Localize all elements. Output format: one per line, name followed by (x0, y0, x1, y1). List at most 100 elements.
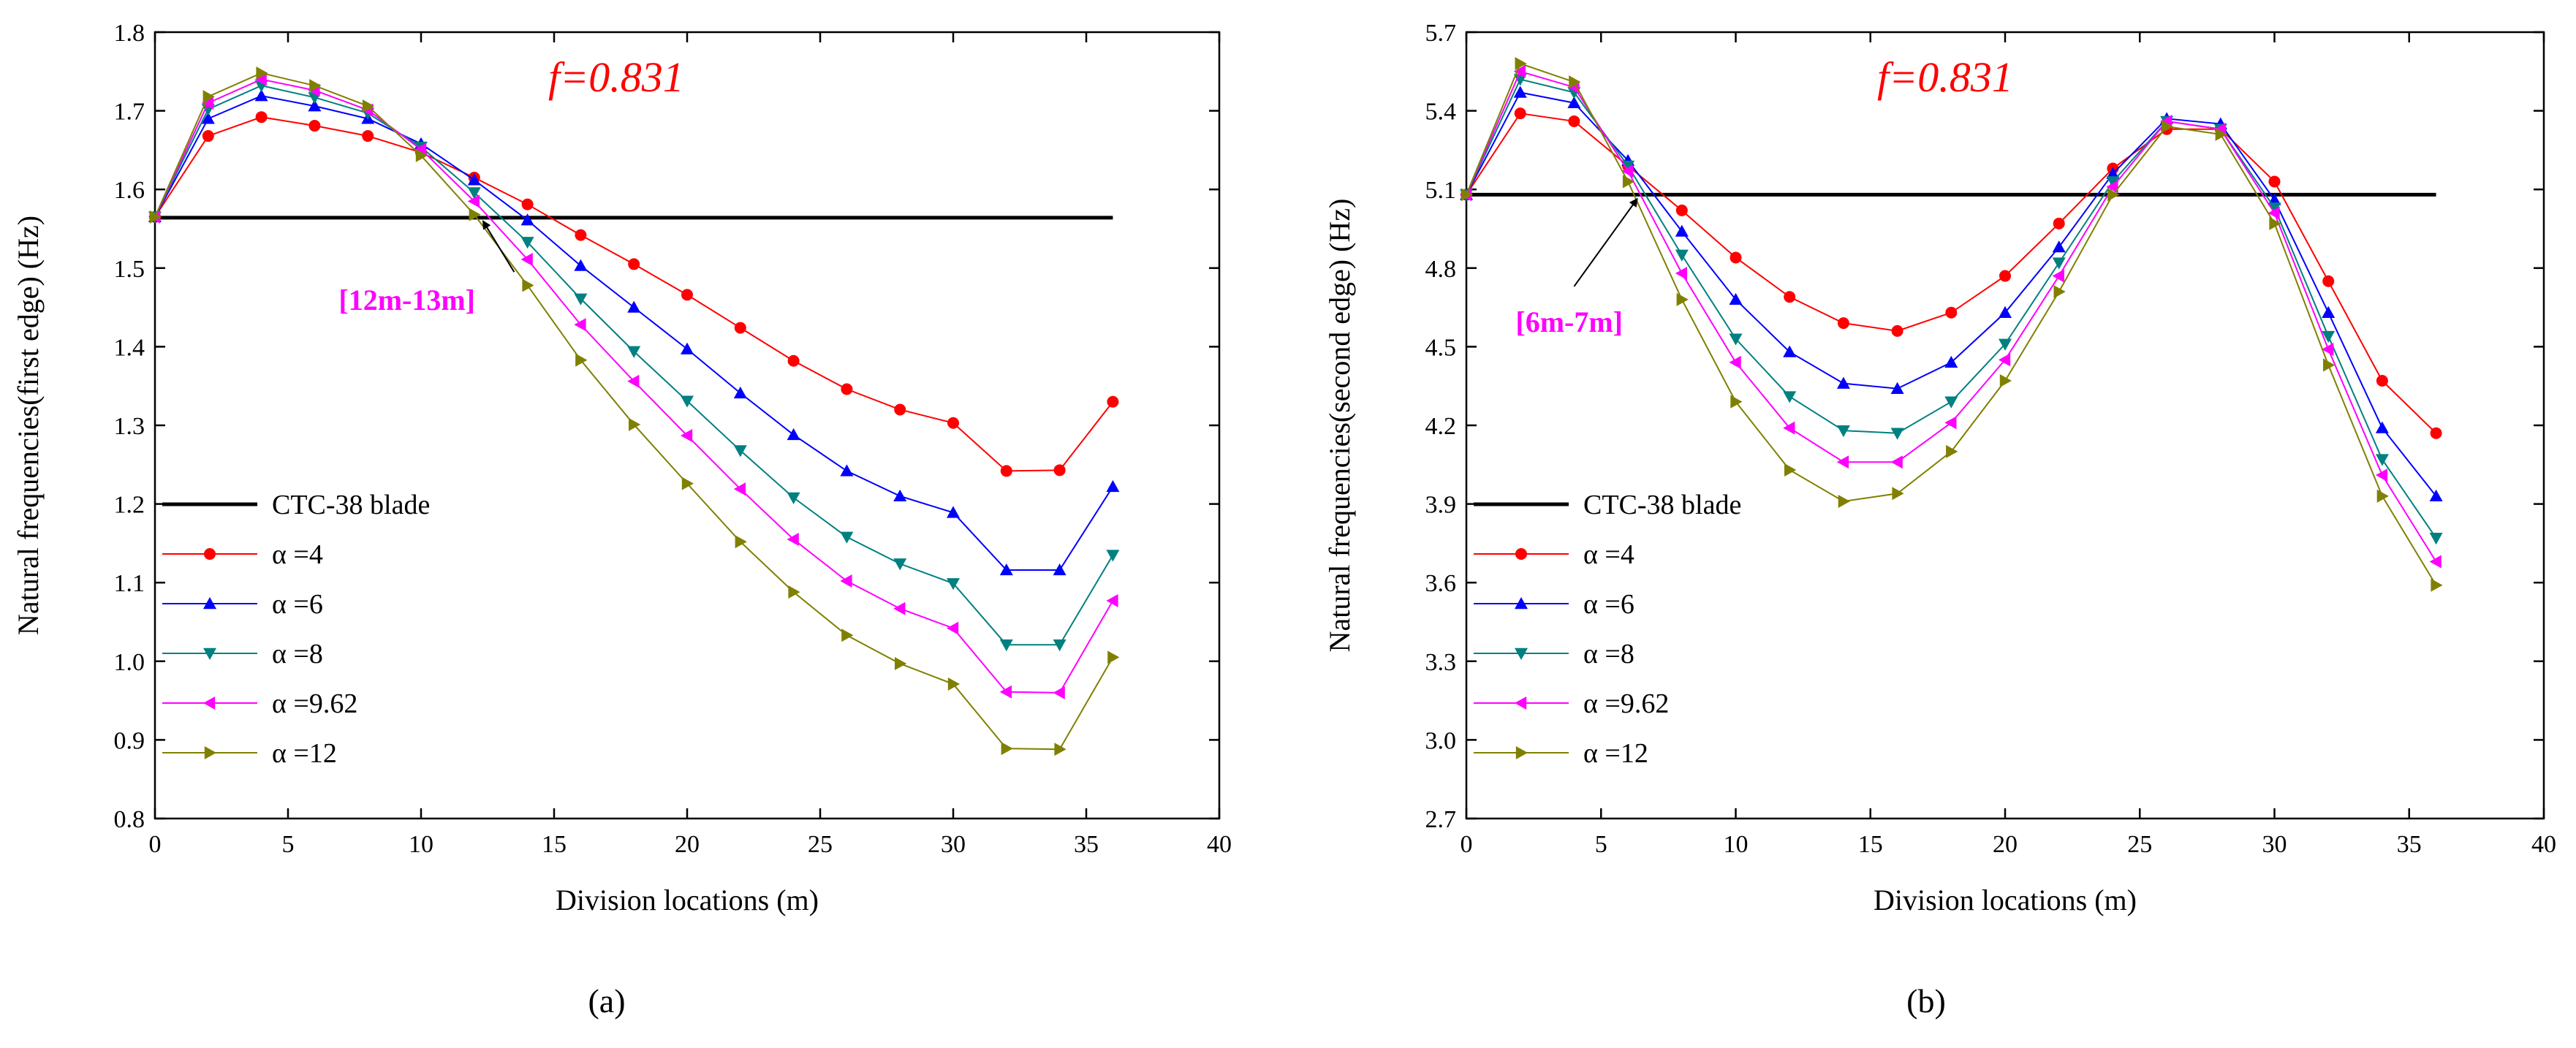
data-point-4 (469, 208, 481, 221)
data-point-2 (893, 558, 907, 571)
data-point-4 (735, 535, 747, 549)
data-point-1 (1053, 563, 1067, 576)
data-point-3 (1944, 416, 1957, 430)
panel-label-b: (b) (1906, 982, 1946, 1019)
data-point-0 (202, 130, 214, 143)
data-point-3 (2322, 342, 2334, 356)
legend-marker (1515, 597, 1528, 610)
arrow-a (482, 220, 515, 273)
data-point-4 (629, 417, 641, 431)
data-point-1 (627, 300, 641, 313)
data-point-3 (947, 621, 959, 635)
data-point-0 (575, 229, 587, 241)
legend-label: α =12 (1583, 738, 1648, 769)
data-point-1 (893, 489, 907, 502)
data-point-3 (1513, 64, 1526, 78)
data-point-1 (1836, 376, 1850, 389)
data-point-1 (254, 89, 268, 102)
y-tick-label: 2.7 (1425, 806, 1457, 833)
data-point-0 (681, 289, 693, 301)
data-point-4 (2376, 489, 2389, 503)
data-point-4 (681, 476, 694, 490)
data-point-3 (627, 374, 640, 388)
data-point-2 (1053, 639, 1067, 652)
series-line-0 (1466, 113, 2437, 434)
data-point-3 (1675, 266, 1687, 280)
x-axis-label-a: Division locations (m) (556, 884, 819, 916)
legend-item-4: α =12 (162, 738, 337, 769)
data-point-0 (521, 198, 534, 210)
y-ticks-b: 2.7 3.0 3.3 3.6 3.9 4.2 4.5 4.8 5.1 5.4 5.7 (1425, 20, 2544, 833)
x-tick-label: 10 (409, 831, 433, 858)
legend-label: α =9.62 (1583, 688, 1669, 719)
legend-label: α =4 (272, 539, 323, 570)
legend-item-reference: CTC-38 blade (162, 490, 430, 520)
data-point-1 (681, 342, 694, 354)
data-point-2 (1890, 428, 1904, 440)
data-point-2 (947, 578, 960, 591)
data-point-0 (2322, 275, 2335, 287)
data-point-2 (1106, 550, 1120, 562)
legend-item-3: α =9.62 (162, 688, 357, 719)
x-tick-label: 20 (675, 831, 700, 858)
data-point-0 (2053, 217, 2065, 229)
data-point-4 (1838, 495, 1850, 509)
x-ticks-a: 0 5 10 15 20 25 30 35 40 (149, 32, 1232, 858)
x-tick-label: 5 (282, 831, 295, 858)
legend-label: α =8 (272, 639, 323, 669)
data-point-0 (1837, 317, 1849, 330)
x-tick-label: 35 (2397, 831, 2422, 858)
data-point-2 (1836, 425, 1850, 438)
data-point-0 (2430, 427, 2442, 439)
data-point-4 (309, 79, 322, 93)
y-tick-label: 1.8 (114, 20, 145, 47)
data-point-3 (1729, 355, 1741, 369)
data-point-0 (1514, 107, 1526, 120)
data-point-0 (1053, 464, 1066, 476)
data-point-1 (520, 213, 534, 226)
range-annotation-b: [6m-7m] (1515, 305, 1623, 338)
data-point-3 (787, 533, 799, 547)
data-point-2 (733, 445, 747, 457)
legend-label: α =9.62 (272, 688, 357, 719)
y-tick-label: 5.4 (1425, 99, 1457, 126)
data-point-4 (415, 148, 428, 162)
data-point-2 (2106, 176, 2120, 189)
data-point-0 (787, 354, 800, 367)
data-point-3 (1836, 455, 1849, 469)
legend-marker (203, 597, 216, 610)
data-point-3 (2052, 269, 2064, 283)
panel-a: 0.8 0.9 1.0 1.1 1.2 1.3 1.4 1.5 1.6 1.7 1.8 0 5 10 15… (12, 20, 1232, 1019)
data-point-1 (201, 112, 215, 124)
legend-item-0: α =4 (1474, 539, 1634, 570)
y-tick-label: 1.4 (114, 334, 145, 361)
data-point-0 (1891, 324, 1903, 337)
data-point-1 (1890, 381, 1904, 394)
data-point-3 (1106, 593, 1118, 607)
panel-b: 2.7 3.0 3.3 3.6 3.9 4.2 4.5 4.8 5.1 5.4 5.7 0 5 10 15… (1323, 20, 2556, 1019)
y-tick-label: 1.7 (114, 99, 145, 126)
data-point-1 (1783, 345, 1797, 357)
data-point-3 (254, 72, 267, 86)
data-point-0 (1730, 251, 1742, 264)
legend-marker (203, 648, 216, 660)
legend-item-3: α =9.62 (1474, 688, 1669, 719)
f-annotation-a: f=0.831 (548, 53, 684, 101)
y-tick-label: 1.2 (114, 492, 145, 519)
data-point-4 (1622, 175, 1635, 189)
x-tick-label: 30 (2262, 831, 2287, 858)
y-tick-label: 1.1 (114, 570, 145, 597)
data-point-2 (1729, 333, 1743, 346)
data-point-2 (1999, 338, 2012, 351)
data-point-2 (681, 395, 694, 408)
y-tick-label: 1.3 (114, 413, 145, 440)
legend-label: CTC-38 blade (1583, 490, 1741, 520)
data-point-4 (1730, 395, 1743, 409)
y-tick-label: 4.5 (1425, 334, 1457, 361)
data-point-1 (2429, 489, 2443, 502)
data-point-0 (1000, 465, 1012, 477)
data-point-1 (1513, 86, 1527, 98)
legend-marker (203, 696, 216, 710)
data-point-3 (2106, 180, 2118, 194)
data-point-0 (1999, 270, 2011, 282)
